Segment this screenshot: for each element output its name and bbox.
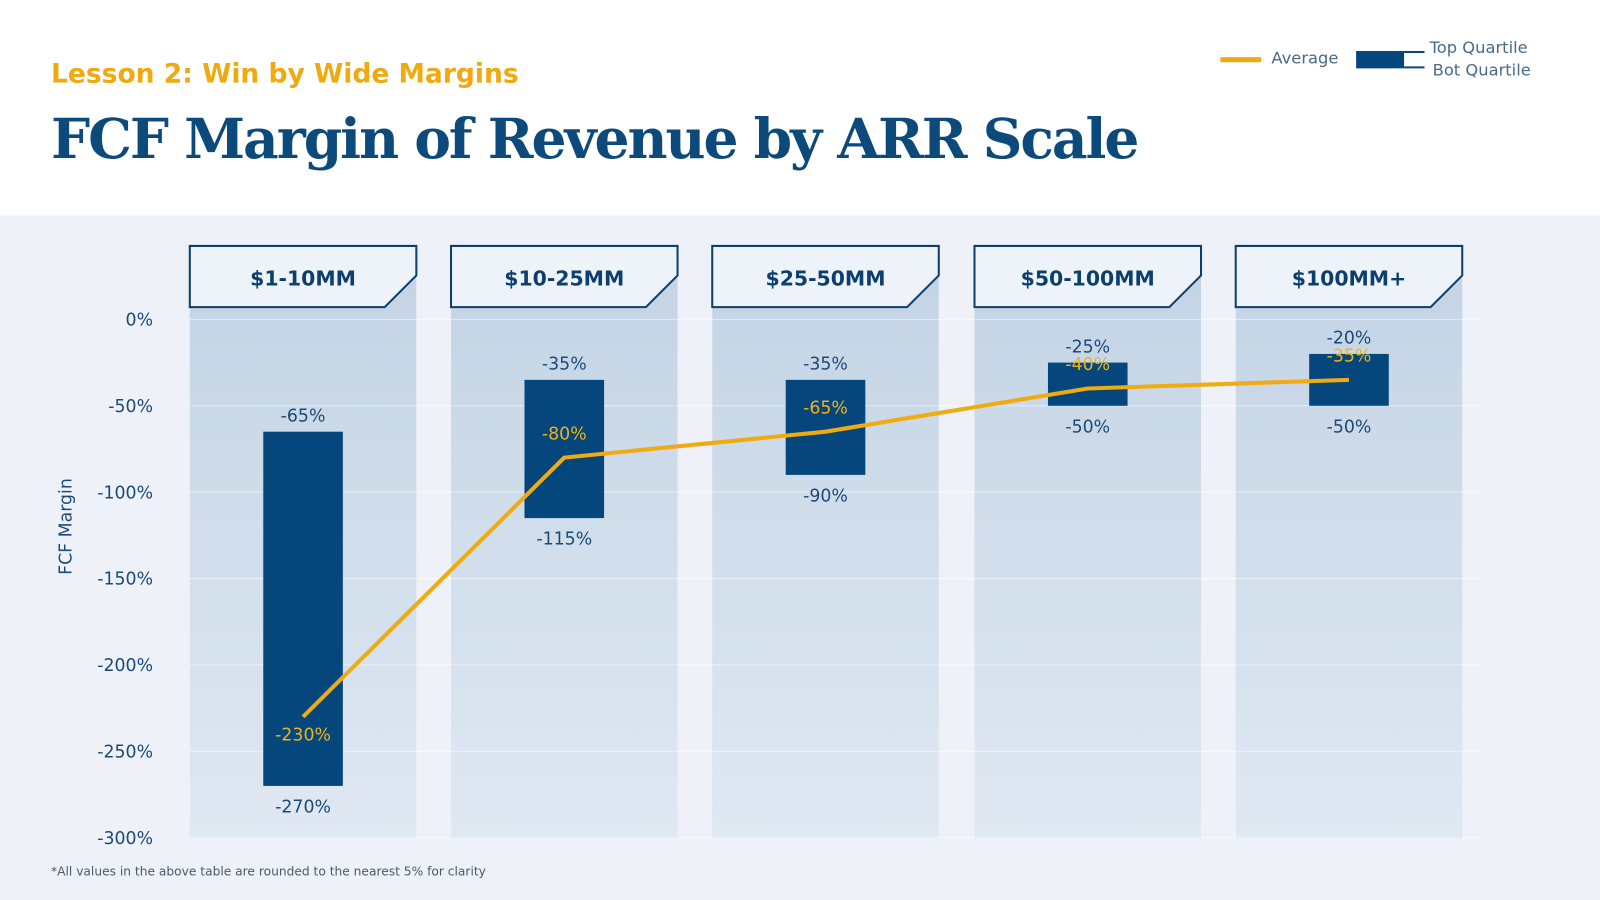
- y-tick-label: 0%: [126, 311, 154, 331]
- page-title: FCF Margin of Revenue by ARR Scale: [51, 106, 1137, 171]
- legend-bottom-label: Bot Quartile: [1433, 61, 1531, 80]
- y-tick-label: -300%: [97, 829, 153, 849]
- category-column: [712, 245, 939, 839]
- average-label: -80%: [542, 424, 587, 444]
- quartile-bar: [1047, 362, 1128, 406]
- top-quartile-label: -25%: [1065, 337, 1110, 357]
- category-header-box: [188, 244, 418, 309]
- header-background: [0, 0, 1600, 216]
- legend-bar-swatch: [1356, 51, 1405, 69]
- bottom-quartile-label: -270%: [275, 797, 331, 817]
- category-header-box: [450, 244, 679, 309]
- category-header-box: [1234, 244, 1464, 309]
- category-header-box: [711, 244, 940, 309]
- bottom-quartile-label: -50%: [1065, 417, 1110, 437]
- y-tick-label: -50%: [108, 397, 153, 417]
- legend: Average Top Quartile Bot Quartile: [1220, 38, 1531, 80]
- category-column: [1235, 245, 1463, 839]
- category-label: $100MM+: [1292, 267, 1406, 291]
- y-tick-label: -150%: [97, 570, 153, 590]
- bottom-quartile-label: -115%: [536, 530, 592, 550]
- legend-average-label: Average: [1271, 48, 1338, 67]
- top-quartile-label: -20%: [1327, 329, 1372, 349]
- legend-average-swatch: [1220, 57, 1262, 63]
- category-label: $25-50MM: [766, 267, 886, 291]
- legend-top-label: Top Quartile: [1429, 38, 1528, 57]
- y-tick-label: -250%: [97, 742, 153, 762]
- average-label: -65%: [803, 398, 848, 418]
- top-quartile-label: -35%: [542, 355, 587, 375]
- y-axis-label: FCF Margin: [56, 478, 76, 575]
- average-label: -40%: [1065, 355, 1110, 375]
- category-column: [974, 245, 1202, 839]
- quartile-bar: [524, 379, 605, 519]
- bottom-quartile-label: -90%: [803, 486, 848, 506]
- average-line: [301, 377, 1350, 719]
- y-tick-label: -200%: [97, 656, 153, 676]
- footnote: *All values in the above table are round…: [51, 865, 486, 879]
- category-column: [451, 245, 678, 839]
- category-label: $10-25MM: [504, 267, 624, 291]
- subtitle: Lesson 2: Win by Wide Margins: [51, 59, 519, 90]
- average-label: -35%: [1327, 346, 1372, 366]
- category-label: $50-100MM: [1021, 267, 1155, 291]
- quartile-bar: [263, 431, 343, 786]
- bottom-quartile-label: -50%: [1327, 417, 1372, 437]
- category-label: $1-10MM: [250, 267, 356, 291]
- average-label: -230%: [275, 725, 331, 745]
- top-quartile-label: -35%: [803, 355, 848, 375]
- top-quartile-label: -65%: [281, 406, 326, 426]
- y-tick-label: -100%: [97, 483, 153, 503]
- category-header-box: [973, 244, 1203, 309]
